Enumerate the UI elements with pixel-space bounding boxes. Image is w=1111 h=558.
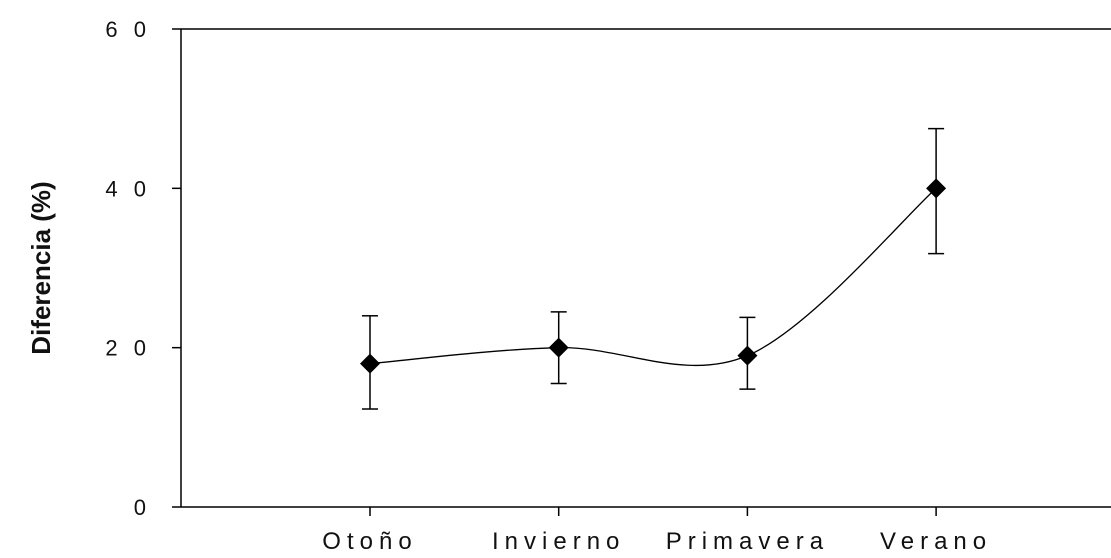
x-tick-label: Otoño — [322, 528, 417, 555]
data-point-marker — [926, 178, 947, 199]
data-point-marker — [548, 337, 569, 358]
y-tick-label: 0 — [134, 495, 151, 520]
series-line — [369, 187, 937, 367]
y-tick-label: 6 0 — [105, 17, 151, 42]
x-tick-label: Verano — [880, 528, 992, 555]
data-point-marker — [360, 353, 380, 374]
x-tick-label: Primavera — [666, 528, 829, 555]
y-axis-title: Diferencia (%) — [26, 181, 56, 354]
y-tick-label: 4 0 — [105, 176, 151, 201]
y-tick-label: 2 0 — [105, 336, 151, 361]
x-tick-label: Invierno — [492, 528, 625, 555]
data-point-marker — [737, 345, 758, 366]
